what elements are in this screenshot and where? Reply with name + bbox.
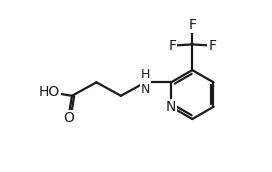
- Text: N: N: [166, 100, 176, 114]
- Text: F: F: [188, 18, 196, 32]
- Text: F: F: [168, 39, 176, 53]
- Text: O: O: [63, 111, 74, 125]
- Text: HO: HO: [39, 85, 60, 99]
- Text: F: F: [208, 39, 216, 53]
- Text: H
N: H N: [141, 68, 150, 96]
